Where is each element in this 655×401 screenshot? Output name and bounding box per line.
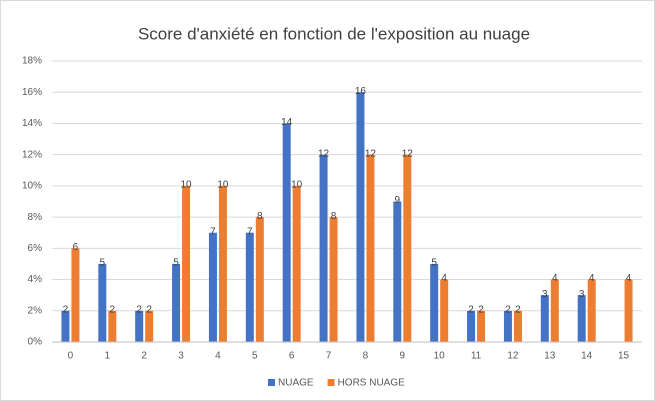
bar	[513, 310, 522, 342]
data-label: 10	[217, 180, 229, 191]
bar	[255, 217, 264, 342]
y-tick-label: 12%	[22, 149, 42, 160]
x-tick-label: 12	[507, 351, 519, 362]
x-tick-label: 0	[68, 351, 74, 362]
data-label: 2	[136, 304, 142, 315]
data-label: 4	[441, 273, 447, 284]
y-tick-label: 2%	[28, 305, 43, 316]
x-tick-label: 6	[289, 351, 295, 362]
legend-swatch	[327, 379, 335, 386]
bar	[366, 154, 375, 342]
y-tick-label: 16%	[22, 87, 42, 98]
bar	[477, 310, 486, 342]
data-label: 2	[146, 304, 152, 315]
chart-title: Score d'anxiété en fonction de l'exposit…	[138, 24, 530, 43]
y-tick-label: 14%	[22, 118, 42, 129]
data-label: 2	[63, 304, 69, 315]
bar	[403, 154, 412, 342]
legend-swatch	[268, 379, 275, 386]
bar	[430, 263, 439, 342]
data-label: 16	[355, 86, 367, 97]
data-label: 4	[552, 273, 558, 284]
bar	[440, 279, 449, 342]
bar	[145, 310, 154, 342]
data-label: 2	[515, 304, 521, 315]
data-label: 2	[110, 304, 116, 315]
bar	[577, 295, 586, 342]
bar	[108, 310, 117, 342]
bar	[624, 279, 633, 342]
x-tick-label: 4	[215, 351, 221, 362]
data-label: 14	[281, 117, 293, 128]
data-label: 12	[318, 148, 330, 159]
x-tick-label: 9	[400, 351, 406, 362]
bar	[182, 185, 191, 342]
x-tick-label: 11	[471, 351, 482, 362]
bar	[71, 248, 80, 342]
data-label: 5	[100, 258, 106, 269]
bar	[319, 154, 328, 342]
data-label: 8	[331, 211, 337, 222]
bar	[98, 263, 107, 342]
x-tick-label: 1	[105, 351, 111, 362]
bar	[282, 123, 291, 342]
data-label: 9	[395, 195, 401, 206]
y-tick-label: 4%	[28, 274, 43, 285]
x-tick-label: 15	[618, 351, 630, 362]
y-tick-label: 6%	[28, 243, 43, 254]
data-label: 2	[468, 304, 474, 315]
data-label: 3	[579, 289, 585, 300]
legend-label: HORS NUAGE	[338, 378, 406, 389]
bar	[467, 310, 476, 342]
data-label: 12	[365, 148, 377, 159]
x-tick-label: 2	[141, 351, 147, 362]
x-tick-label: 10	[434, 351, 446, 362]
bar	[135, 310, 144, 342]
data-label: 7	[247, 226, 253, 237]
data-label: 12	[402, 148, 414, 159]
data-label: 3	[542, 289, 548, 300]
bar	[587, 279, 596, 342]
bar	[550, 279, 559, 342]
x-tick-label: 5	[252, 351, 258, 362]
data-label: 7	[210, 226, 216, 237]
bar	[208, 232, 217, 342]
data-label: 5	[431, 258, 437, 269]
bar	[292, 185, 301, 342]
bar	[245, 232, 254, 342]
bar	[329, 217, 338, 342]
bar	[356, 92, 365, 342]
data-label: 6	[73, 242, 79, 253]
data-label: 10	[291, 180, 303, 191]
bar	[61, 310, 70, 342]
data-label: 4	[626, 273, 632, 284]
data-label: 2	[505, 304, 511, 315]
x-tick-label: 3	[178, 351, 184, 362]
legend-label: NUAGE	[278, 378, 314, 389]
y-tick-label: 10%	[22, 181, 42, 192]
y-tick-label: 0%	[28, 337, 43, 348]
x-tick-label: 14	[581, 351, 593, 362]
x-tick-label: 8	[363, 351, 369, 362]
data-label: 10	[181, 180, 193, 191]
bar	[503, 310, 512, 342]
x-tick-label: 13	[544, 351, 556, 362]
y-tick-label: 8%	[28, 212, 43, 223]
y-tick-label: 18%	[22, 56, 42, 67]
data-label: 2	[478, 304, 484, 315]
x-tick-label: 7	[326, 351, 332, 362]
data-label: 4	[589, 273, 595, 284]
bar	[218, 185, 227, 342]
data-label: 8	[257, 211, 263, 222]
bar	[172, 263, 181, 342]
data-label: 5	[173, 258, 179, 269]
bar	[393, 201, 402, 342]
bar	[540, 295, 549, 342]
